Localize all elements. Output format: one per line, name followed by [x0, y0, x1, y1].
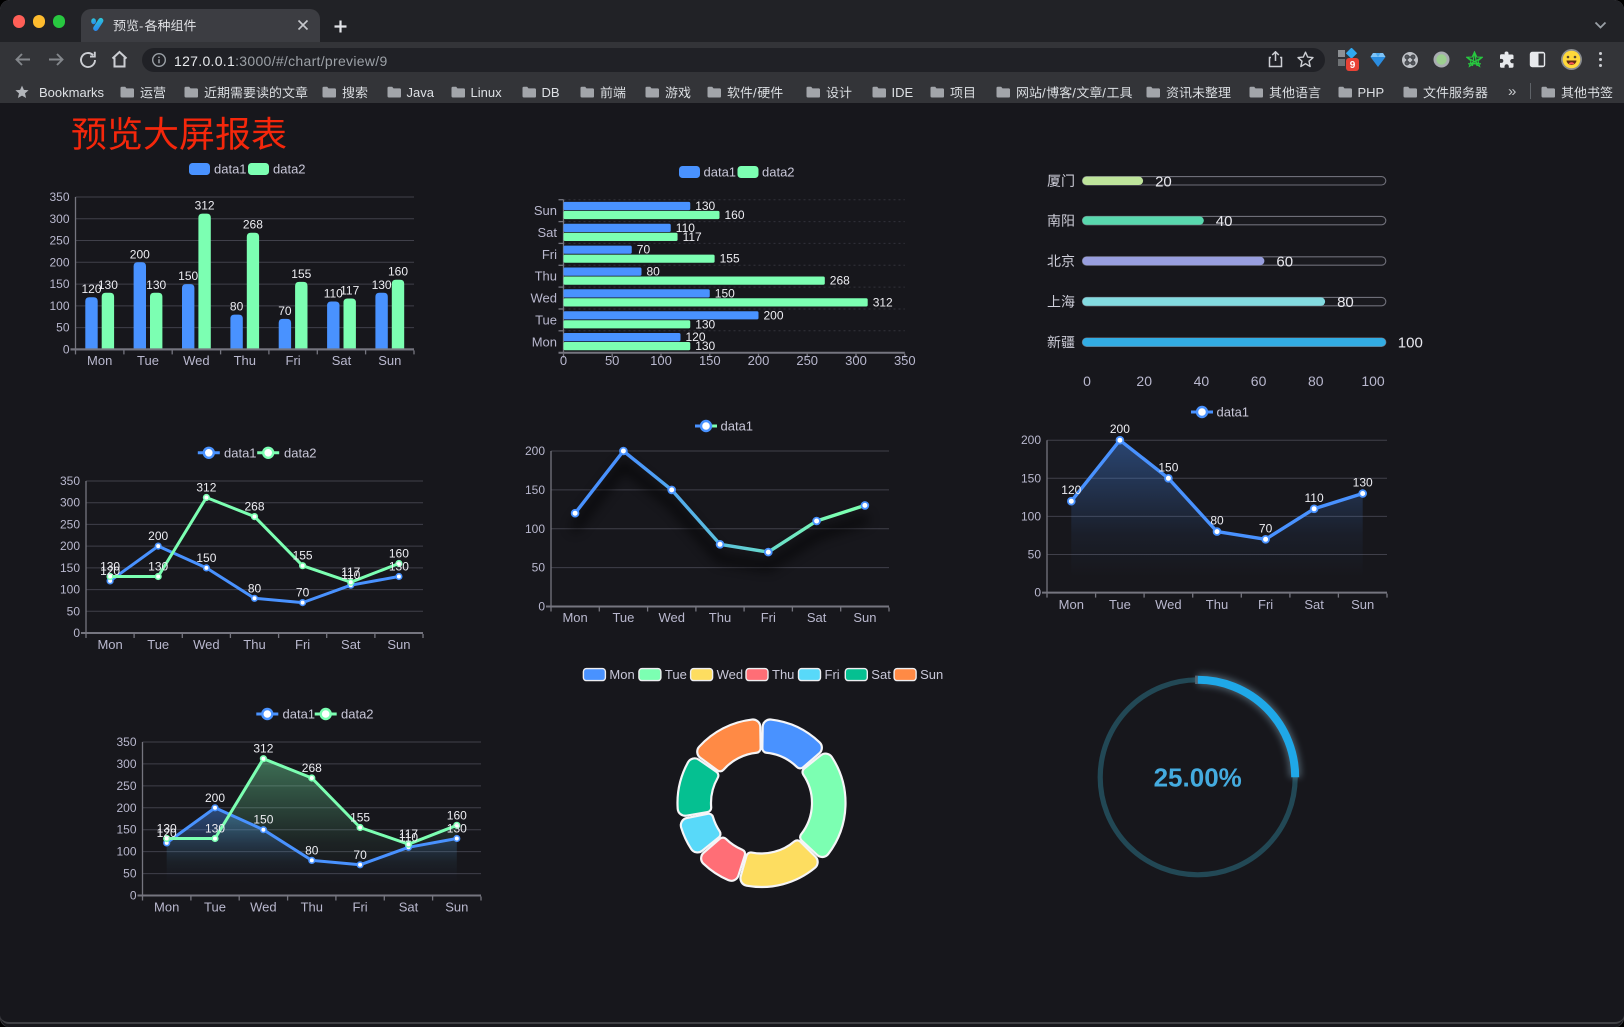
svg-text:9: 9 [1350, 60, 1356, 71]
svg-text:/: / [753, 85, 757, 100]
svg-text:-: - [139, 18, 143, 33]
svg-text:/: / [1042, 85, 1046, 100]
svg-text:/: / [1102, 85, 1106, 100]
svg-text:/: / [1072, 85, 1076, 100]
